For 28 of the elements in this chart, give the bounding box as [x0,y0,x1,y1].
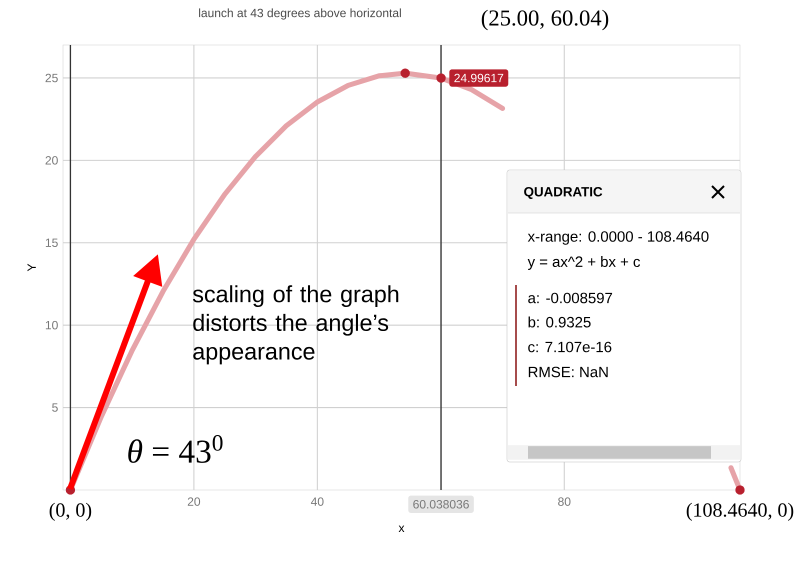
annotation: (0, 0) [50,502,92,521]
x-tick-label: 20 [188,497,200,506]
y-tick-label: 10 [46,320,58,330]
y-tick-label: 20 [46,156,58,165]
x-tick-label: 40 [310,497,324,506]
ref-line-label: 60.038036 [413,500,469,509]
annotation: scaling of the graph distorts the angle’s appearance [192,285,398,364]
data-label: 24.99617 [454,74,504,82]
x-axis-title: x [398,526,404,532]
annotation: y = ax^2 + bx + c [528,256,640,270]
annotation: b: 0.9325 [528,316,591,328]
point [735,485,745,495]
annotation: x-range: 0.0000 - 108.4640 [528,231,709,245]
annotation: c: 7.107e-16 [528,342,612,352]
point [436,73,446,83]
y-tick-label: 25 [46,74,58,82]
text: (25.00, 60.04) [482,10,608,30]
chart-title: launch at 43 degrees above horizontal [199,8,401,20]
x-tick-label: 80 [558,497,570,506]
y-axis-title: Y [28,264,36,272]
annotation: RMSE: NaN [528,366,608,378]
point [400,68,410,78]
annotation: QUADRATIC [524,187,602,199]
y-tick-label: 5 [52,403,58,412]
y-tick-label: 15 [46,238,58,247]
annotation: θ = 43$^{0}$ [128,435,223,463]
annotation: a: -0.008597 [528,292,612,304]
annotation: (108.4640, 0) [686,502,794,521]
